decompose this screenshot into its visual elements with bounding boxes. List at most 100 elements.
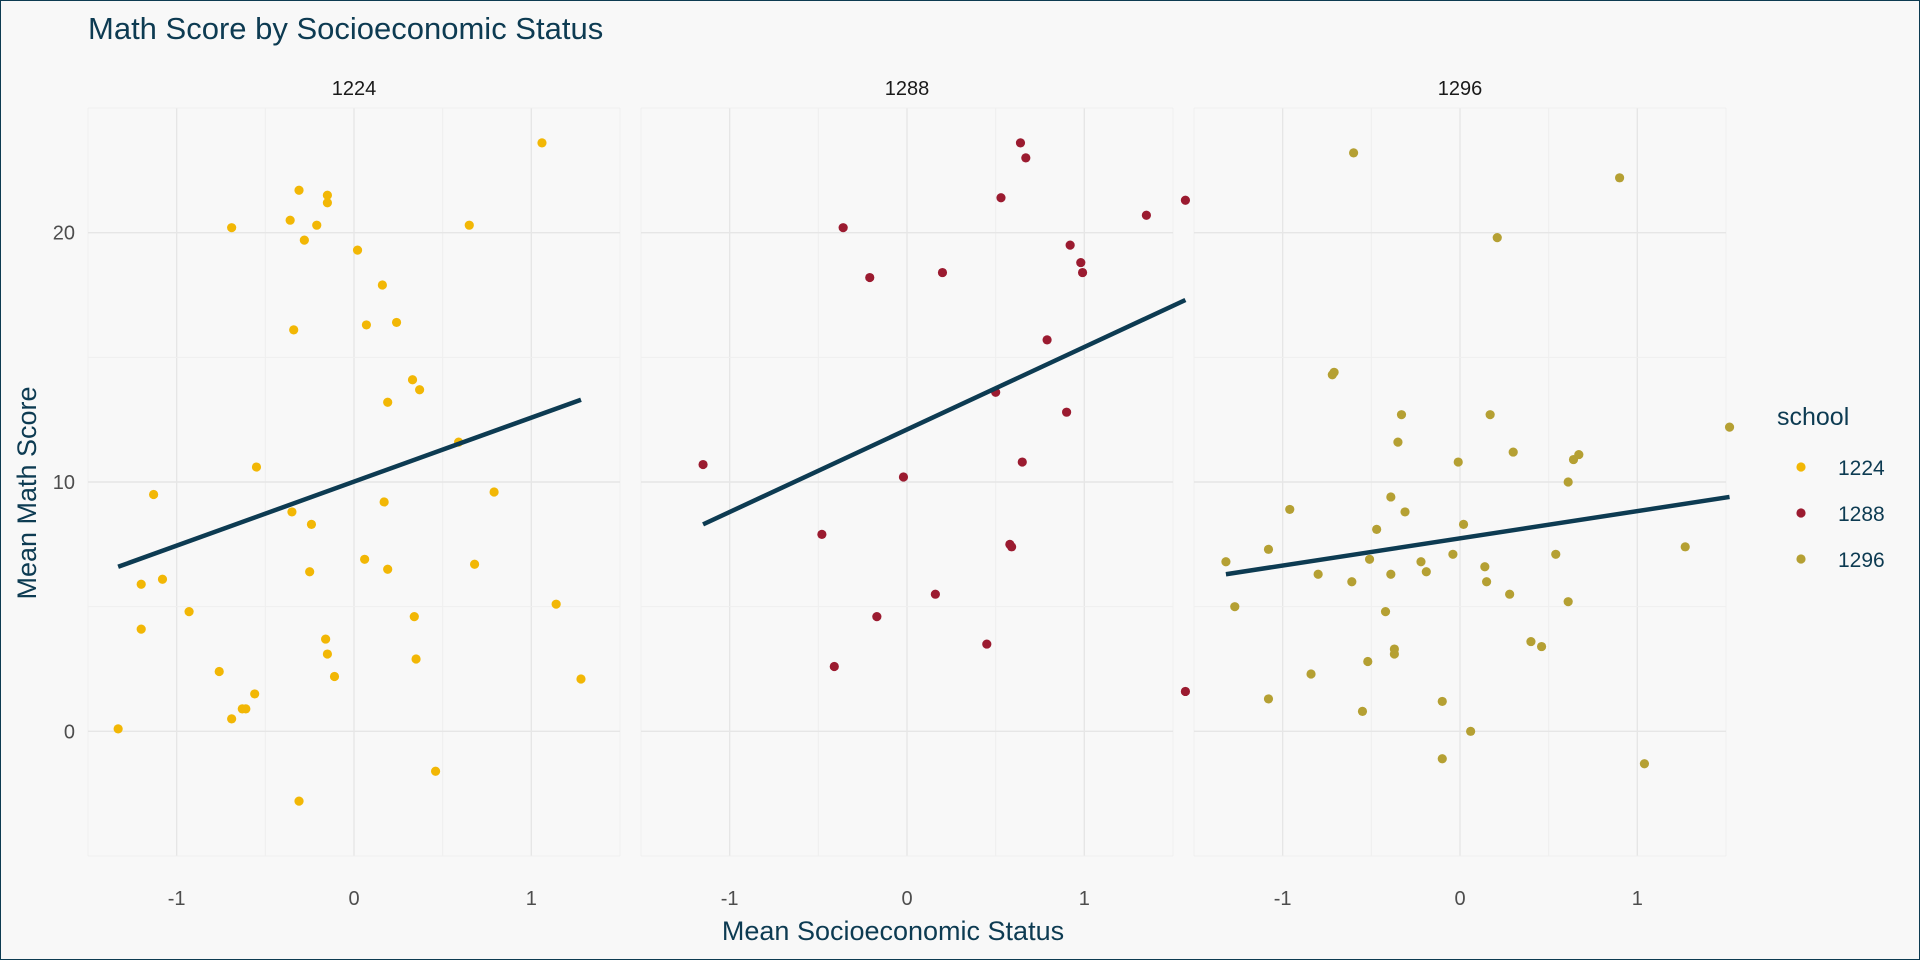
legend-swatch (1796, 508, 1806, 518)
data-point (1482, 577, 1492, 587)
data-point (937, 267, 948, 278)
data-point (360, 554, 370, 564)
data-point (1393, 437, 1403, 447)
data-point (1017, 457, 1027, 467)
data-point (241, 704, 251, 714)
legend-swatch (1796, 554, 1806, 564)
data-point (1347, 577, 1357, 587)
data-point (1180, 686, 1191, 697)
data-point (251, 462, 262, 472)
data-point (1680, 542, 1690, 552)
data-point (537, 138, 547, 148)
x-tick-label: -1 (168, 888, 186, 910)
data-point (184, 607, 194, 617)
data-point (898, 472, 909, 482)
data-point (1396, 410, 1407, 420)
data-point (1329, 367, 1339, 377)
data-point (1389, 644, 1399, 654)
data-point (312, 220, 322, 230)
data-point (1526, 636, 1536, 647)
data-point (1363, 656, 1373, 667)
facet-strip-label: 1224 (332, 78, 377, 100)
data-point (1505, 589, 1515, 599)
data-point (285, 215, 295, 225)
data-point (1077, 267, 1088, 278)
data-point (149, 489, 159, 500)
data-point (329, 671, 340, 682)
data-point (1042, 335, 1052, 345)
data-point (1357, 706, 1368, 716)
data-point (1007, 542, 1017, 552)
data-point (1380, 607, 1391, 617)
data-point (289, 325, 299, 335)
data-point (1062, 407, 1072, 417)
x-tick-label: 1 (1079, 888, 1090, 910)
data-point (214, 666, 224, 677)
chart-title: Math Score by Socioeconomic Status (88, 11, 603, 46)
y-tick-labels: 0 10 20 (53, 223, 75, 744)
data-point (489, 487, 499, 497)
facet-strip-label: 1288 (885, 78, 930, 100)
data-point (1364, 554, 1375, 564)
regression-line (1225, 494, 1730, 577)
x-tick-label: 1 (1632, 888, 1643, 910)
data-point (838, 223, 848, 233)
data-point (1508, 447, 1518, 457)
legend-label: 1224 (1838, 457, 1885, 480)
data-point (829, 661, 839, 672)
x-tick-label: -1 (721, 888, 739, 910)
data-point (996, 193, 1006, 203)
y-tick-label: 10 (53, 472, 75, 494)
data-point (1437, 696, 1447, 707)
data-point (1563, 597, 1573, 607)
legend-title: school (1777, 403, 1849, 431)
facet-panel: 1288 (640, 78, 1191, 857)
data-point (409, 612, 419, 622)
x-tick-label: 0 (901, 888, 912, 910)
y-axis-title: Mean Math Score (12, 386, 42, 599)
data-point (551, 599, 561, 609)
y-tick-label: 0 (64, 721, 75, 743)
data-point (321, 634, 331, 644)
data-point (391, 317, 402, 328)
data-point (1563, 477, 1573, 487)
x-tick-label: -1 (1274, 888, 1292, 910)
data-point (1230, 602, 1240, 612)
data-point (322, 649, 332, 659)
data-point (982, 639, 992, 649)
data-point (227, 714, 237, 724)
data-point (1724, 422, 1735, 432)
x-tick-label: 0 (1454, 888, 1465, 910)
data-point (1313, 569, 1323, 579)
data-point (352, 245, 363, 255)
x-tick-label: 1 (526, 888, 537, 910)
data-point (1437, 754, 1447, 764)
data-point (415, 385, 425, 395)
data-point (1615, 173, 1625, 183)
data-point (1349, 148, 1359, 158)
data-point (930, 589, 940, 599)
data-point (1372, 524, 1382, 534)
data-point (306, 519, 317, 529)
data-point (322, 198, 332, 208)
data-point (1306, 669, 1316, 679)
data-point (698, 459, 708, 470)
data-point (383, 397, 393, 407)
legend-swatch (1796, 462, 1806, 472)
facet-panel: 1224 (87, 78, 621, 857)
data-point (157, 574, 168, 584)
data-point (361, 320, 372, 330)
facet-panels: 1224 1288 1296 (87, 78, 1735, 857)
data-point (1076, 257, 1086, 268)
data-point (872, 612, 882, 622)
data-point (430, 766, 441, 776)
data-point (1421, 567, 1431, 577)
legend: school 1224 1288 1296 (1777, 403, 1885, 572)
data-point (407, 375, 418, 385)
facet-strip-label: 1296 (1438, 78, 1483, 100)
data-point (1221, 557, 1231, 567)
data-point (817, 529, 827, 539)
data-point (294, 185, 304, 195)
